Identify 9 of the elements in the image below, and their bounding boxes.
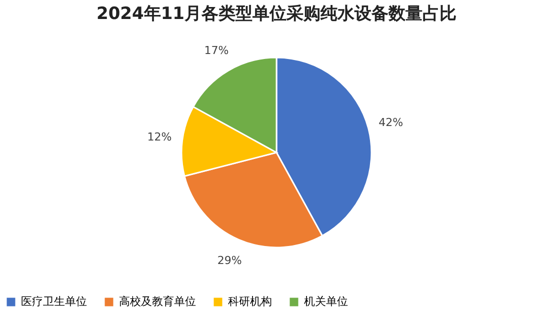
data-label: 17% [204, 44, 229, 57]
data-label: 42% [378, 116, 404, 130]
legend-label: 医疗卫生单位 [21, 295, 87, 308]
chart-title: 2024年11月各类型单位采购纯水设备数量占比 [96, 4, 456, 24]
legend-label: 科研机构 [228, 295, 272, 308]
legend-label: 机关单位 [304, 295, 348, 308]
data-label: 29% [217, 254, 242, 267]
legend-label: 高校及教育单位 [119, 295, 196, 308]
data-label: 12% [147, 130, 172, 144]
